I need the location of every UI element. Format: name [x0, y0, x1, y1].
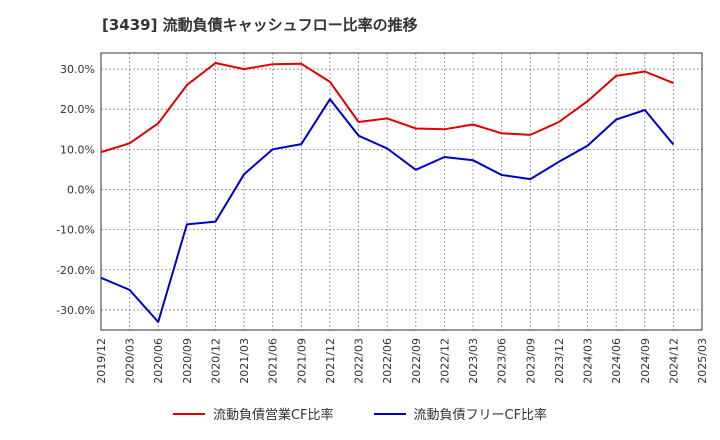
x-tick-label: 2024/03: [582, 338, 595, 384]
y-tick-label: -10.0%: [56, 224, 95, 237]
chart-title: [3439] 流動負債キャッシュフロー比率の推移: [102, 16, 418, 34]
x-tick-label: 2023/06: [496, 338, 509, 384]
y-tick-label: -30.0%: [56, 304, 95, 317]
y-axis: 30.0% 20.0% 10.0% 0.0% -10.0% -20.0% -30.0%: [56, 63, 95, 317]
x-tick-label: 2025/03: [696, 338, 709, 384]
x-tick-label: 2020/12: [209, 338, 222, 384]
x-tick-label: 2021/03: [238, 338, 251, 384]
x-tick-label: 2021/06: [267, 338, 280, 384]
plot-frame: [100, 52, 703, 331]
x-tick-label: 2023/09: [524, 338, 537, 384]
x-tick-label: 2020/03: [124, 338, 137, 384]
series-lines: [100, 62, 675, 323]
legend-item-operating-cf: 流動負債営業CF比率: [172, 404, 334, 423]
x-tick-label: 2023/03: [467, 338, 480, 384]
x-tick-label: 2024/09: [639, 338, 652, 384]
x-tick-label: 2022/12: [438, 338, 451, 384]
y-tick-label: 10.0%: [60, 143, 95, 156]
y-tick-label: 0.0%: [67, 183, 95, 196]
legend-item-free-cf: 流動負債フリーCF比率: [373, 404, 548, 423]
x-tick-label: 2024/06: [610, 338, 623, 384]
legend-swatch-free-cf: [373, 412, 406, 415]
x-axis: 2019/12 2020/03 2020/06 2020/09 2020/12 2021/…: [95, 338, 709, 384]
x-tick-label: 2024/12: [667, 338, 680, 384]
y-tick-label: 20.0%: [60, 103, 95, 116]
y-tick-label: 30.0%: [60, 63, 95, 76]
series-line-operating-cf: [100, 62, 674, 154]
x-tick-label: 2021/09: [295, 338, 308, 384]
x-tick-label: 2021/12: [324, 338, 337, 384]
legend-swatch-operating-cf: [172, 412, 205, 415]
x-tick-label: 2022/03: [353, 338, 366, 384]
grid: [101, 53, 702, 330]
x-tick-label: 2020/06: [152, 338, 165, 384]
series-line-free-cf: [100, 98, 675, 323]
x-tick-label: 2020/09: [181, 338, 194, 384]
legend: 流動負債営業CF比率 流動負債フリーCF比率: [0, 404, 720, 423]
x-tick-label: 2023/12: [553, 338, 566, 384]
legend-label-operating-cf: 流動負債営業CF比率: [212, 408, 334, 423]
x-tick-label: 2022/06: [381, 338, 394, 384]
x-tick-label: 2022/09: [410, 338, 423, 384]
legend-label-free-cf: 流動負債フリーCF比率: [413, 408, 548, 423]
y-tick-label: -20.0%: [56, 264, 95, 277]
x-tick-label: 2019/12: [95, 338, 108, 384]
